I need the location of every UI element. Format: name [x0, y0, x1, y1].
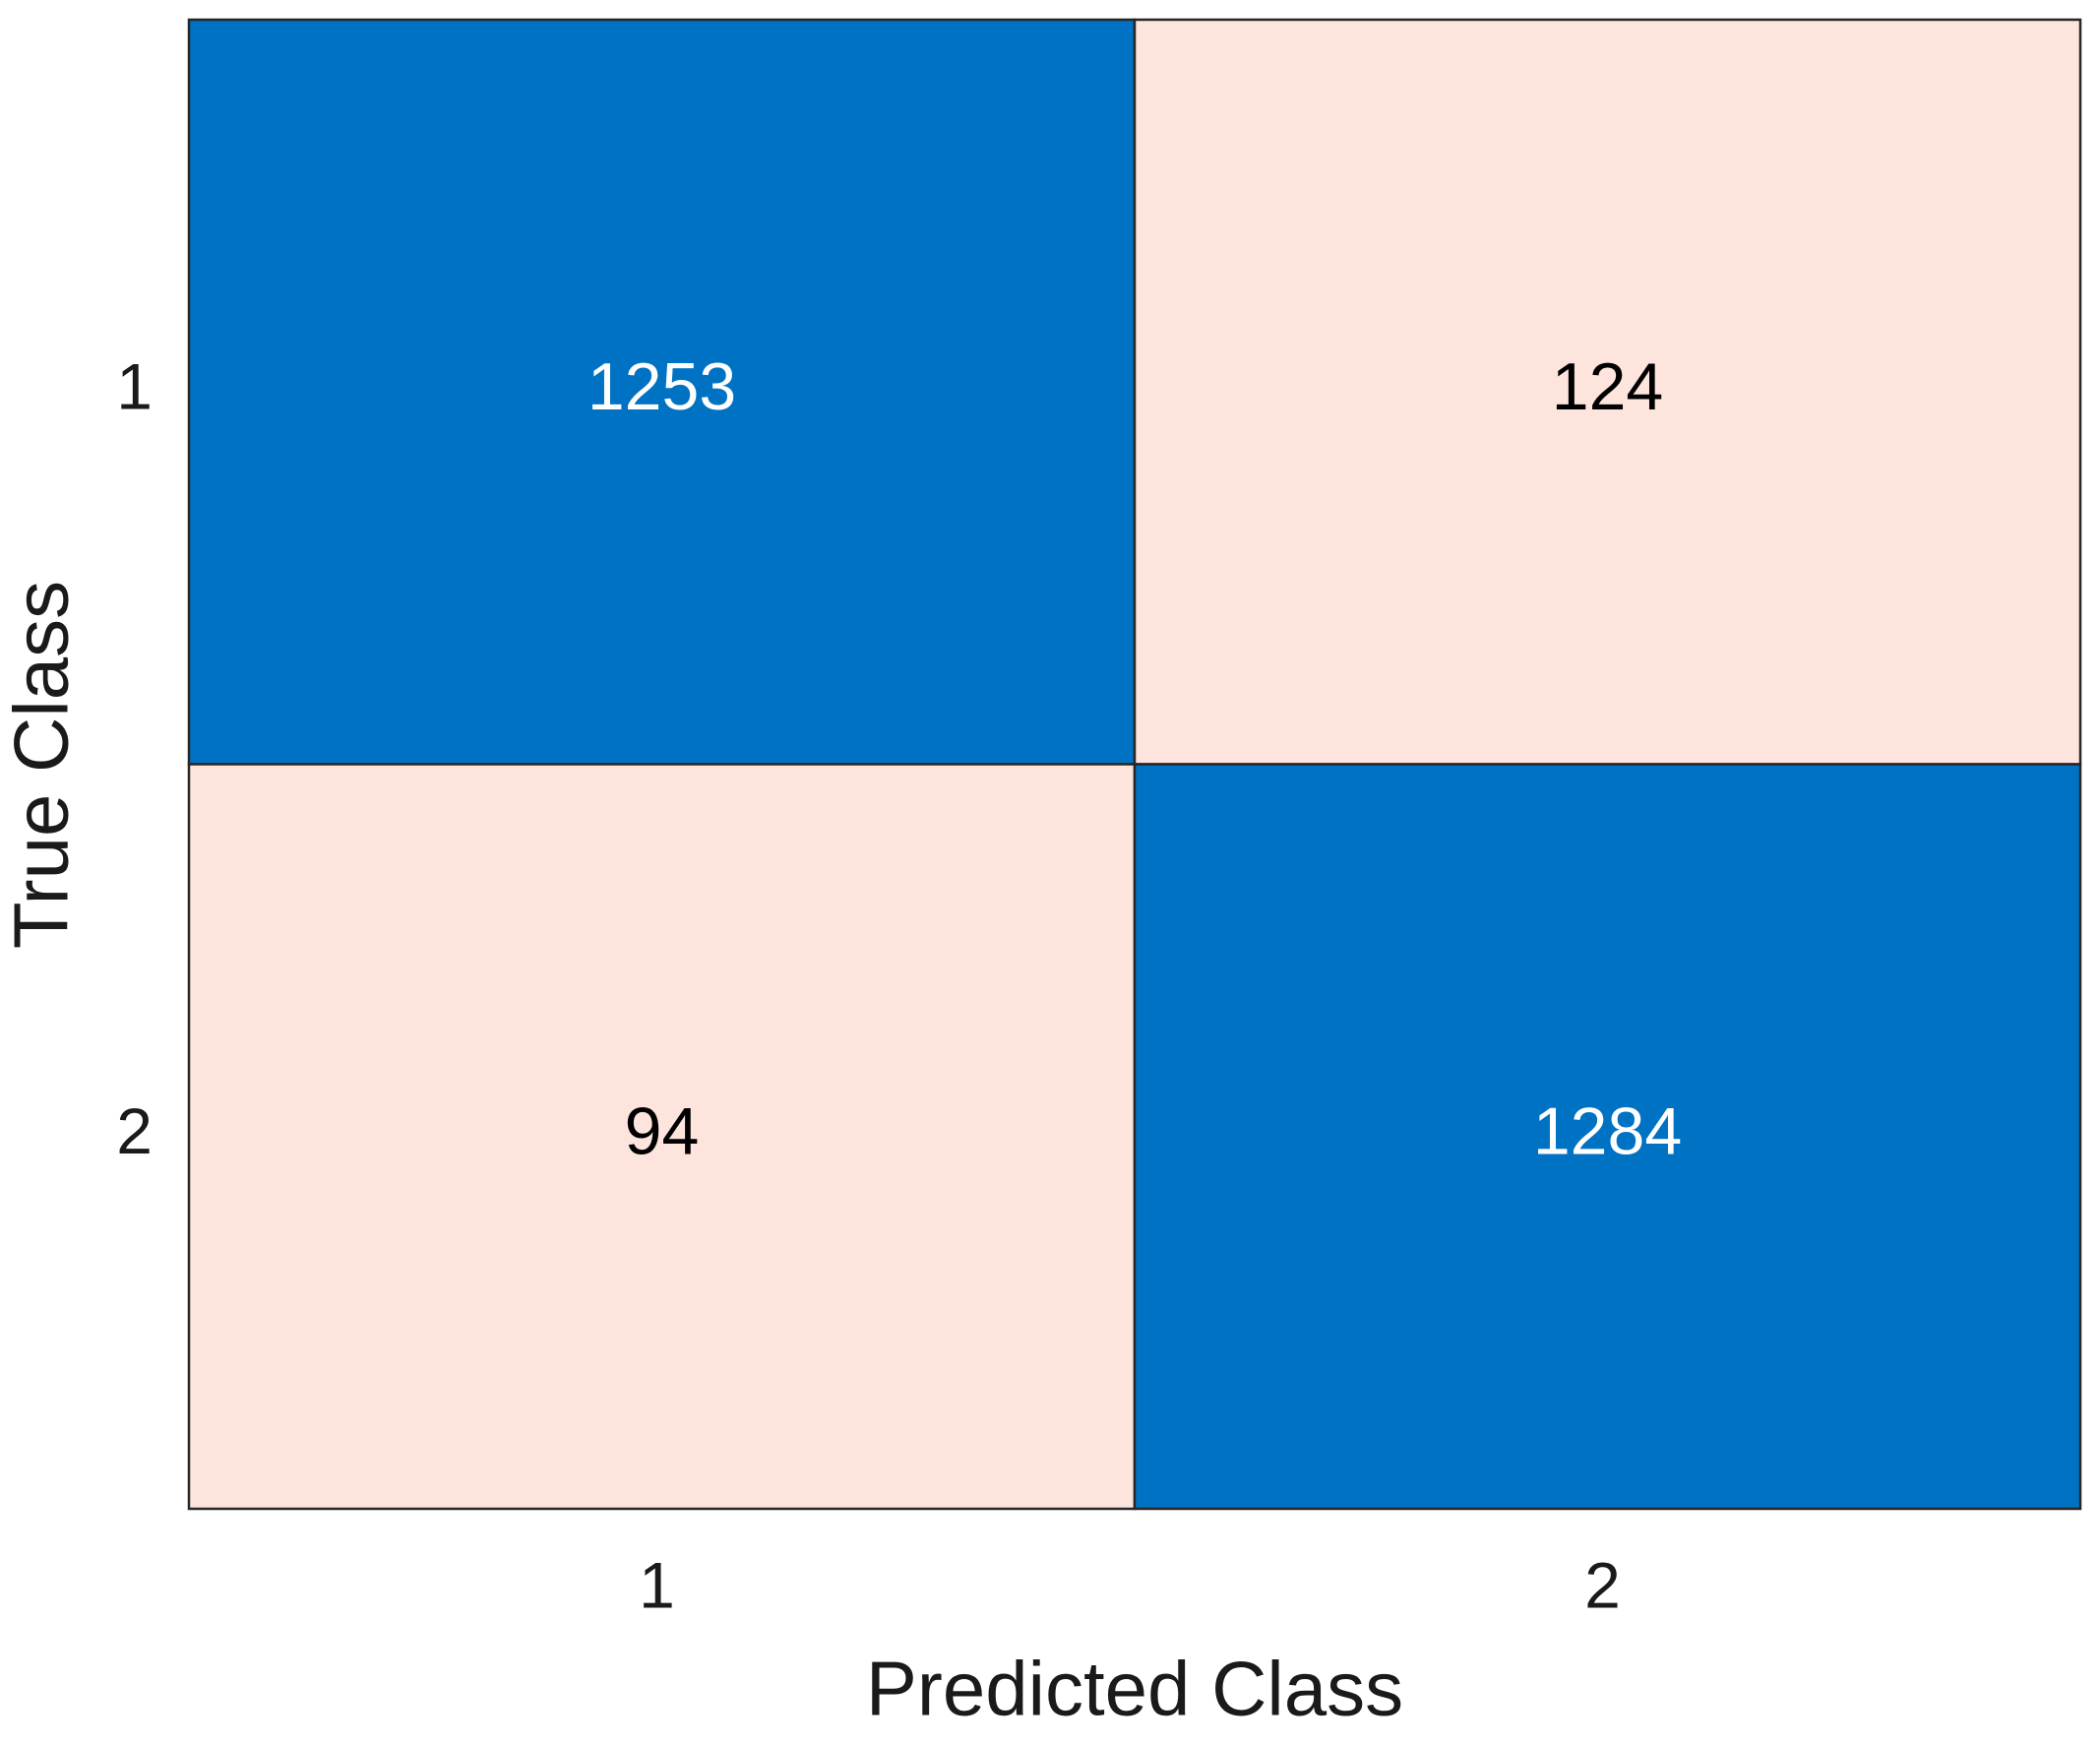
y-tick-label: 1 — [116, 350, 153, 423]
x-tick-label: 2 — [1584, 1548, 1621, 1621]
matrix-cell — [187, 18, 1137, 766]
matrix-cell — [1133, 18, 2082, 766]
y-tick-label: 2 — [116, 1094, 153, 1167]
cell-value: 1284 — [1533, 1094, 1682, 1169]
x-axis-label: Predicted Class — [866, 1646, 1403, 1732]
cell-value: 1253 — [587, 349, 736, 424]
matrix-cell — [1133, 763, 2082, 1511]
cell-value: 124 — [1552, 349, 1663, 424]
x-tick-label: 1 — [639, 1548, 675, 1621]
cell-value: 94 — [625, 1094, 700, 1169]
matrix-cell — [187, 763, 1137, 1511]
y-axis-label: True Class — [0, 581, 85, 949]
